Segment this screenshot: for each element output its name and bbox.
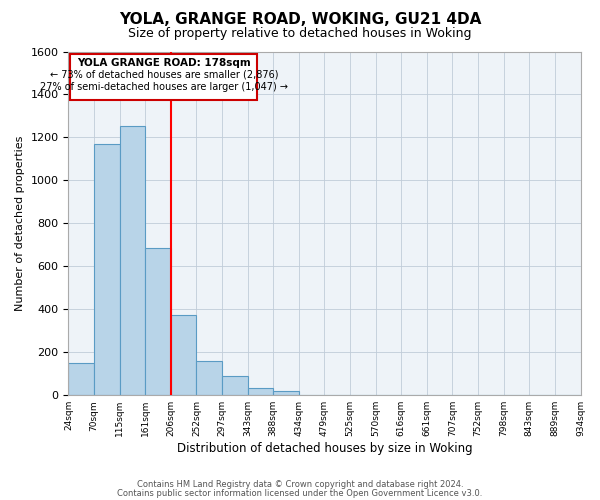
- Bar: [68, 363, 94, 395]
- X-axis label: Distribution of detached houses by size in Woking: Distribution of detached houses by size …: [176, 442, 472, 455]
- Bar: [119, 126, 145, 395]
- Text: Contains HM Land Registry data © Crown copyright and database right 2024.: Contains HM Land Registry data © Crown c…: [137, 480, 463, 489]
- Text: ← 73% of detached houses are smaller (2,876): ← 73% of detached houses are smaller (2,…: [50, 70, 278, 80]
- Bar: [94, 144, 119, 395]
- Bar: [222, 376, 248, 395]
- Text: YOLA, GRANGE ROAD, WOKING, GU21 4DA: YOLA, GRANGE ROAD, WOKING, GU21 4DA: [119, 12, 481, 28]
- Bar: [273, 391, 299, 395]
- Bar: [196, 361, 222, 395]
- Text: YOLA GRANGE ROAD: 178sqm: YOLA GRANGE ROAD: 178sqm: [77, 58, 251, 68]
- Text: Contains public sector information licensed under the Open Government Licence v3: Contains public sector information licen…: [118, 488, 482, 498]
- Bar: [171, 314, 196, 395]
- Text: Size of property relative to detached houses in Woking: Size of property relative to detached ho…: [128, 28, 472, 40]
- Text: 27% of semi-detached houses are larger (1,047) →: 27% of semi-detached houses are larger (…: [40, 82, 288, 92]
- FancyBboxPatch shape: [70, 54, 257, 100]
- Bar: [145, 248, 171, 395]
- Bar: [248, 388, 273, 395]
- Y-axis label: Number of detached properties: Number of detached properties: [15, 136, 25, 311]
